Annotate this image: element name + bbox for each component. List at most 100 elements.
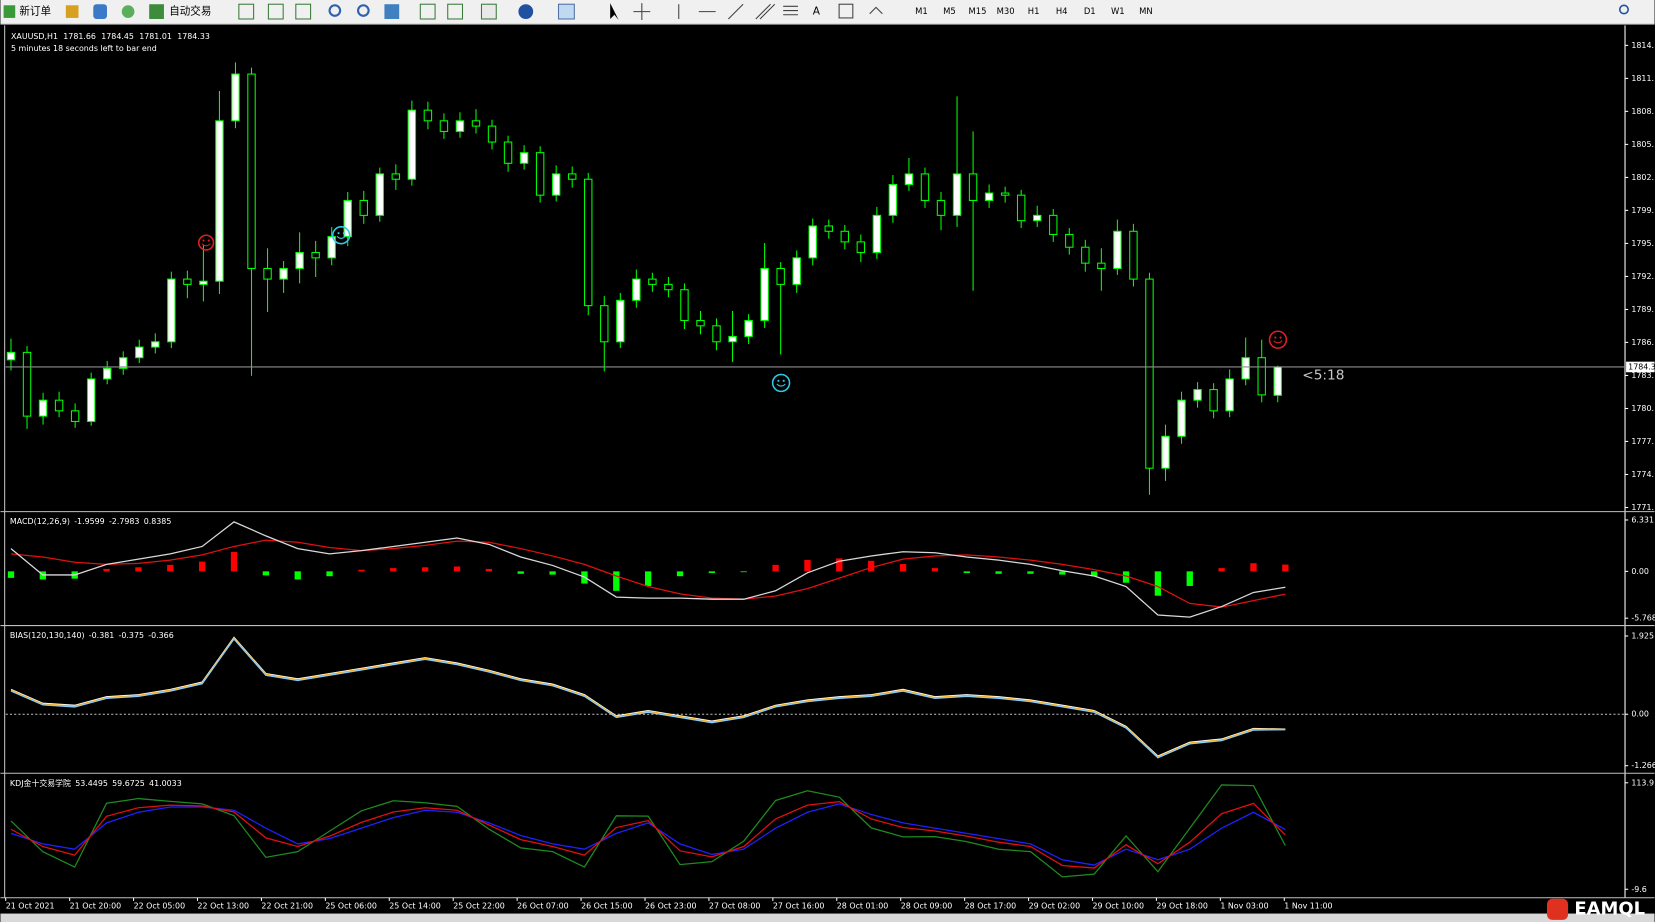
time-label: 22 Oct 13:00	[198, 902, 250, 911]
toolbar-button[interactable]: 新订单	[19, 5, 51, 18]
candle-body	[359, 199, 368, 216]
time-label: 22 Oct 21:00	[261, 902, 313, 911]
period-button[interactable]: H4	[1056, 6, 1068, 16]
candle-body	[776, 267, 785, 285]
candle-body	[1000, 192, 1010, 196]
candle-body	[1177, 399, 1186, 437]
candle-body	[391, 173, 401, 180]
candle-body	[920, 173, 930, 202]
candle-body	[471, 120, 481, 127]
text-tool[interactable]: A	[813, 6, 821, 18]
periods[interactable]	[518, 4, 534, 19]
candle-body	[1193, 389, 1202, 401]
label-tool[interactable]	[838, 3, 854, 19]
candle-body	[1241, 357, 1250, 380]
fibo-tool[interactable]	[783, 5, 798, 16]
histogram-bar	[931, 568, 939, 572]
y-tick-label: 1783.	[1631, 371, 1654, 380]
icon[interactable]	[93, 4, 107, 19]
candle-body	[1129, 230, 1138, 280]
candle-body	[70, 410, 80, 422]
new-order-icon[interactable]	[3, 5, 16, 18]
search[interactable]	[1618, 4, 1629, 15]
candle-body	[455, 120, 465, 132]
indicator-name: BIAS(120,130,140)	[10, 631, 85, 640]
signal-icons	[197, 226, 1288, 393]
indicators[interactable]	[480, 3, 497, 20]
icon[interactable]	[65, 5, 79, 18]
candle-body	[102, 367, 112, 380]
y-tick-label: 1799.	[1631, 206, 1654, 215]
indicator-value: -0.375	[119, 631, 144, 640]
time-label: 29 Oct 02:00	[1029, 902, 1081, 911]
candle-body	[904, 173, 914, 186]
autotrade-icon[interactable]	[149, 4, 164, 19]
icon[interactable]	[267, 3, 284, 20]
zoom-out[interactable]	[357, 4, 370, 17]
y-tick-label: 0.00	[1631, 710, 1649, 719]
period-button[interactable]: H1	[1028, 6, 1040, 16]
period-button[interactable]: D1	[1084, 6, 1096, 16]
time-label: 21 Oct 20:00	[70, 902, 122, 911]
histogram-bar	[740, 571, 747, 573]
candle-body	[231, 73, 240, 122]
candle-body	[487, 125, 497, 143]
candle-body	[1161, 435, 1170, 469]
trendline-tool[interactable]	[727, 3, 744, 20]
histogram-bar	[1186, 571, 1193, 586]
toolbar-icons: A	[3, 3, 1629, 21]
time-label: 29 Oct 10:00	[1092, 902, 1144, 911]
period-button[interactable]: MN	[1139, 6, 1153, 16]
candle-body	[343, 199, 352, 238]
period-button[interactable]: M15	[969, 6, 987, 16]
period-button[interactable]: M1	[915, 6, 928, 16]
arrows-tool[interactable]	[869, 6, 883, 15]
indicator-value: 41.0033	[149, 778, 182, 787]
candle-body	[375, 173, 385, 216]
tile-windows[interactable]	[384, 4, 400, 19]
zoom-in[interactable]	[328, 4, 342, 17]
indicator-value: -2.7983	[109, 517, 140, 526]
candle-body	[54, 399, 64, 412]
y-tick-label: 113.9	[1631, 778, 1654, 787]
indicator-value: -0.381	[89, 631, 114, 640]
candle-body	[86, 378, 96, 422]
candle-body	[6, 351, 16, 361]
templates[interactable]	[557, 3, 575, 20]
countdown-text: 5 minutes 18 seconds left to bar end	[11, 44, 157, 53]
histogram-bar	[644, 571, 652, 586]
y-tick-label: 1792.	[1631, 272, 1654, 281]
period-button[interactable]: M30	[997, 6, 1015, 16]
candle-body	[744, 319, 753, 337]
period-button[interactable]: M5	[943, 6, 956, 16]
candle-body	[808, 225, 817, 259]
period-button[interactable]: W1	[1111, 6, 1125, 16]
icon[interactable]	[295, 3, 312, 20]
histogram-bar	[421, 567, 429, 572]
channel-tool[interactable]	[755, 3, 776, 20]
histogram-bar	[995, 571, 1002, 574]
histogram-bar	[1122, 571, 1130, 583]
candle-body	[535, 152, 545, 196]
icon[interactable]	[447, 3, 464, 20]
histogram-bar	[963, 571, 970, 573]
time-label: 27 Oct 16:00	[773, 902, 825, 911]
candle-body	[584, 178, 593, 307]
histogram-bar	[517, 571, 524, 574]
crosshair-tool[interactable]	[633, 3, 651, 21]
icon[interactable]	[121, 5, 135, 18]
candle-body	[952, 173, 962, 216]
y-tick-label: 0.00	[1631, 567, 1649, 576]
candle-body	[680, 289, 689, 322]
candle-body	[840, 230, 850, 243]
candle-body	[135, 346, 144, 359]
candle-body	[856, 241, 866, 254]
icon[interactable]	[238, 3, 255, 20]
toolbar-button[interactable]: 自动交易	[169, 5, 211, 18]
indicator-value: -1.9599	[74, 517, 105, 526]
icon[interactable]	[419, 3, 436, 20]
time-label: 26 Oct 15:00	[581, 902, 633, 911]
y-tick-label: -5.768	[1631, 614, 1655, 623]
